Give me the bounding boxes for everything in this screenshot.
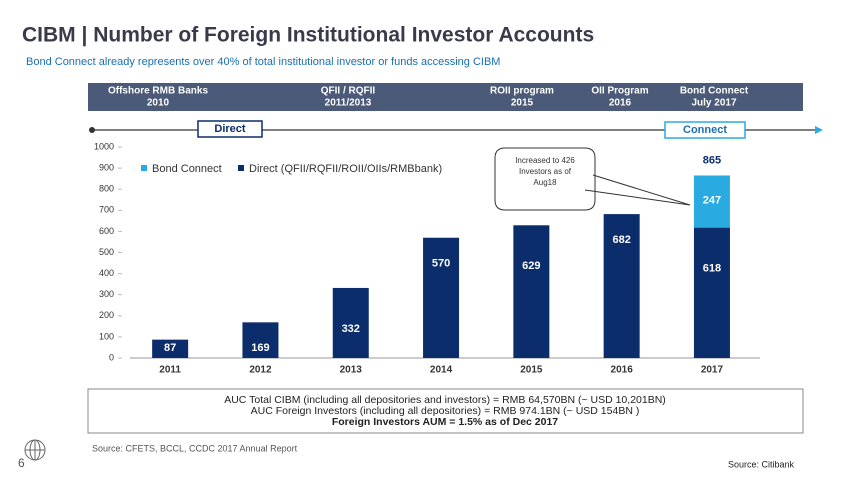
value-label: 629 [522,260,540,272]
y-tick-label: 700 [99,205,114,215]
subtitle: Bond Connect already represents over 40%… [26,56,500,68]
page-number: 6 [18,456,25,470]
value-label: 87 [164,342,176,354]
value-label: 618 [703,263,721,275]
y-tick-label: 900 [99,162,114,172]
value-label: 570 [432,258,450,270]
stage-label: Offshore RMB Banks [108,86,208,97]
x-tick-label: 2016 [611,365,634,376]
callout-box: Increased to 426 Investors as of Aug18 [515,156,575,187]
bar [152,339,189,358]
y-tick-label: 600 [99,226,114,236]
stage-label: ROII program [490,86,554,97]
title: CIBM | Number of Foreign Institutional I… [22,24,594,47]
bar [603,214,640,358]
stage-year: 2011/2013 [325,98,372,109]
source: Source: CFETS, BCCL, CCDC 2017 Annual Re… [92,443,298,453]
value-label: 332 [342,323,360,335]
x-tick-label: 2013 [340,365,363,376]
stage-year: July 2017 [691,98,736,109]
y-tick-label: 300 [99,289,114,299]
stage-year: 2015 [511,98,534,109]
y-tick-label: 500 [99,247,114,257]
x-tick-label: 2012 [249,365,272,376]
y-tick-label: 1000 [94,141,114,151]
x-tick-label: 2017 [701,365,724,376]
direct-label: Direct [214,123,246,135]
connect-box [664,121,746,139]
x-tick-label: 2014 [430,365,453,376]
legend-label: Bond Connect [152,163,222,175]
credit: Source: Citibank [728,459,795,469]
timeline-start [89,127,95,133]
arrow [815,126,823,134]
bar [693,175,730,228]
value-label: 247 [703,194,721,206]
value-label: 169 [251,342,269,354]
stage-year: 2010 [147,98,170,109]
y-tick-label: 0 [109,352,114,362]
summary-line: AUC Total CIBM (including all depositori… [224,394,666,406]
stage-label: Bond Connect [680,86,749,97]
legend-swatch [141,165,147,171]
y-tick-label: 200 [99,310,114,320]
legend-swatch [238,165,244,171]
y-tick-label: 400 [99,268,114,278]
y-tick-label: 800 [99,184,114,194]
summary-box [87,388,804,434]
callout [494,147,691,211]
bar [693,227,730,358]
summary-line: Foreign Investors AUM = 1.5% as of Dec 2… [332,416,558,428]
callout-text: Increased to 426 Investors as of Aug18 [515,156,575,187]
x-tick-label: 2015 [520,365,543,376]
y-tick-label: 100 [99,331,114,341]
legend-label: Direct (QFII/RQFII/ROII/OIIs/RMBbank) [249,163,442,175]
connect-label: Connect [683,124,727,136]
x-tick-label: 2011 [159,365,181,376]
timeline-band [88,83,803,111]
bar [513,225,550,358]
logo [24,439,46,461]
stage-year: 2016 [609,98,632,109]
bar [423,237,460,358]
direct-box [197,120,263,138]
bar [332,287,369,358]
bar [242,322,279,358]
total-label: 865 [703,154,721,166]
stage-label: OII Program [591,86,648,97]
value-label: 682 [612,234,630,246]
stage-label: QFII / RQFII [321,86,376,97]
summary-line: AUC Foreign Investors (including all dep… [251,405,640,417]
